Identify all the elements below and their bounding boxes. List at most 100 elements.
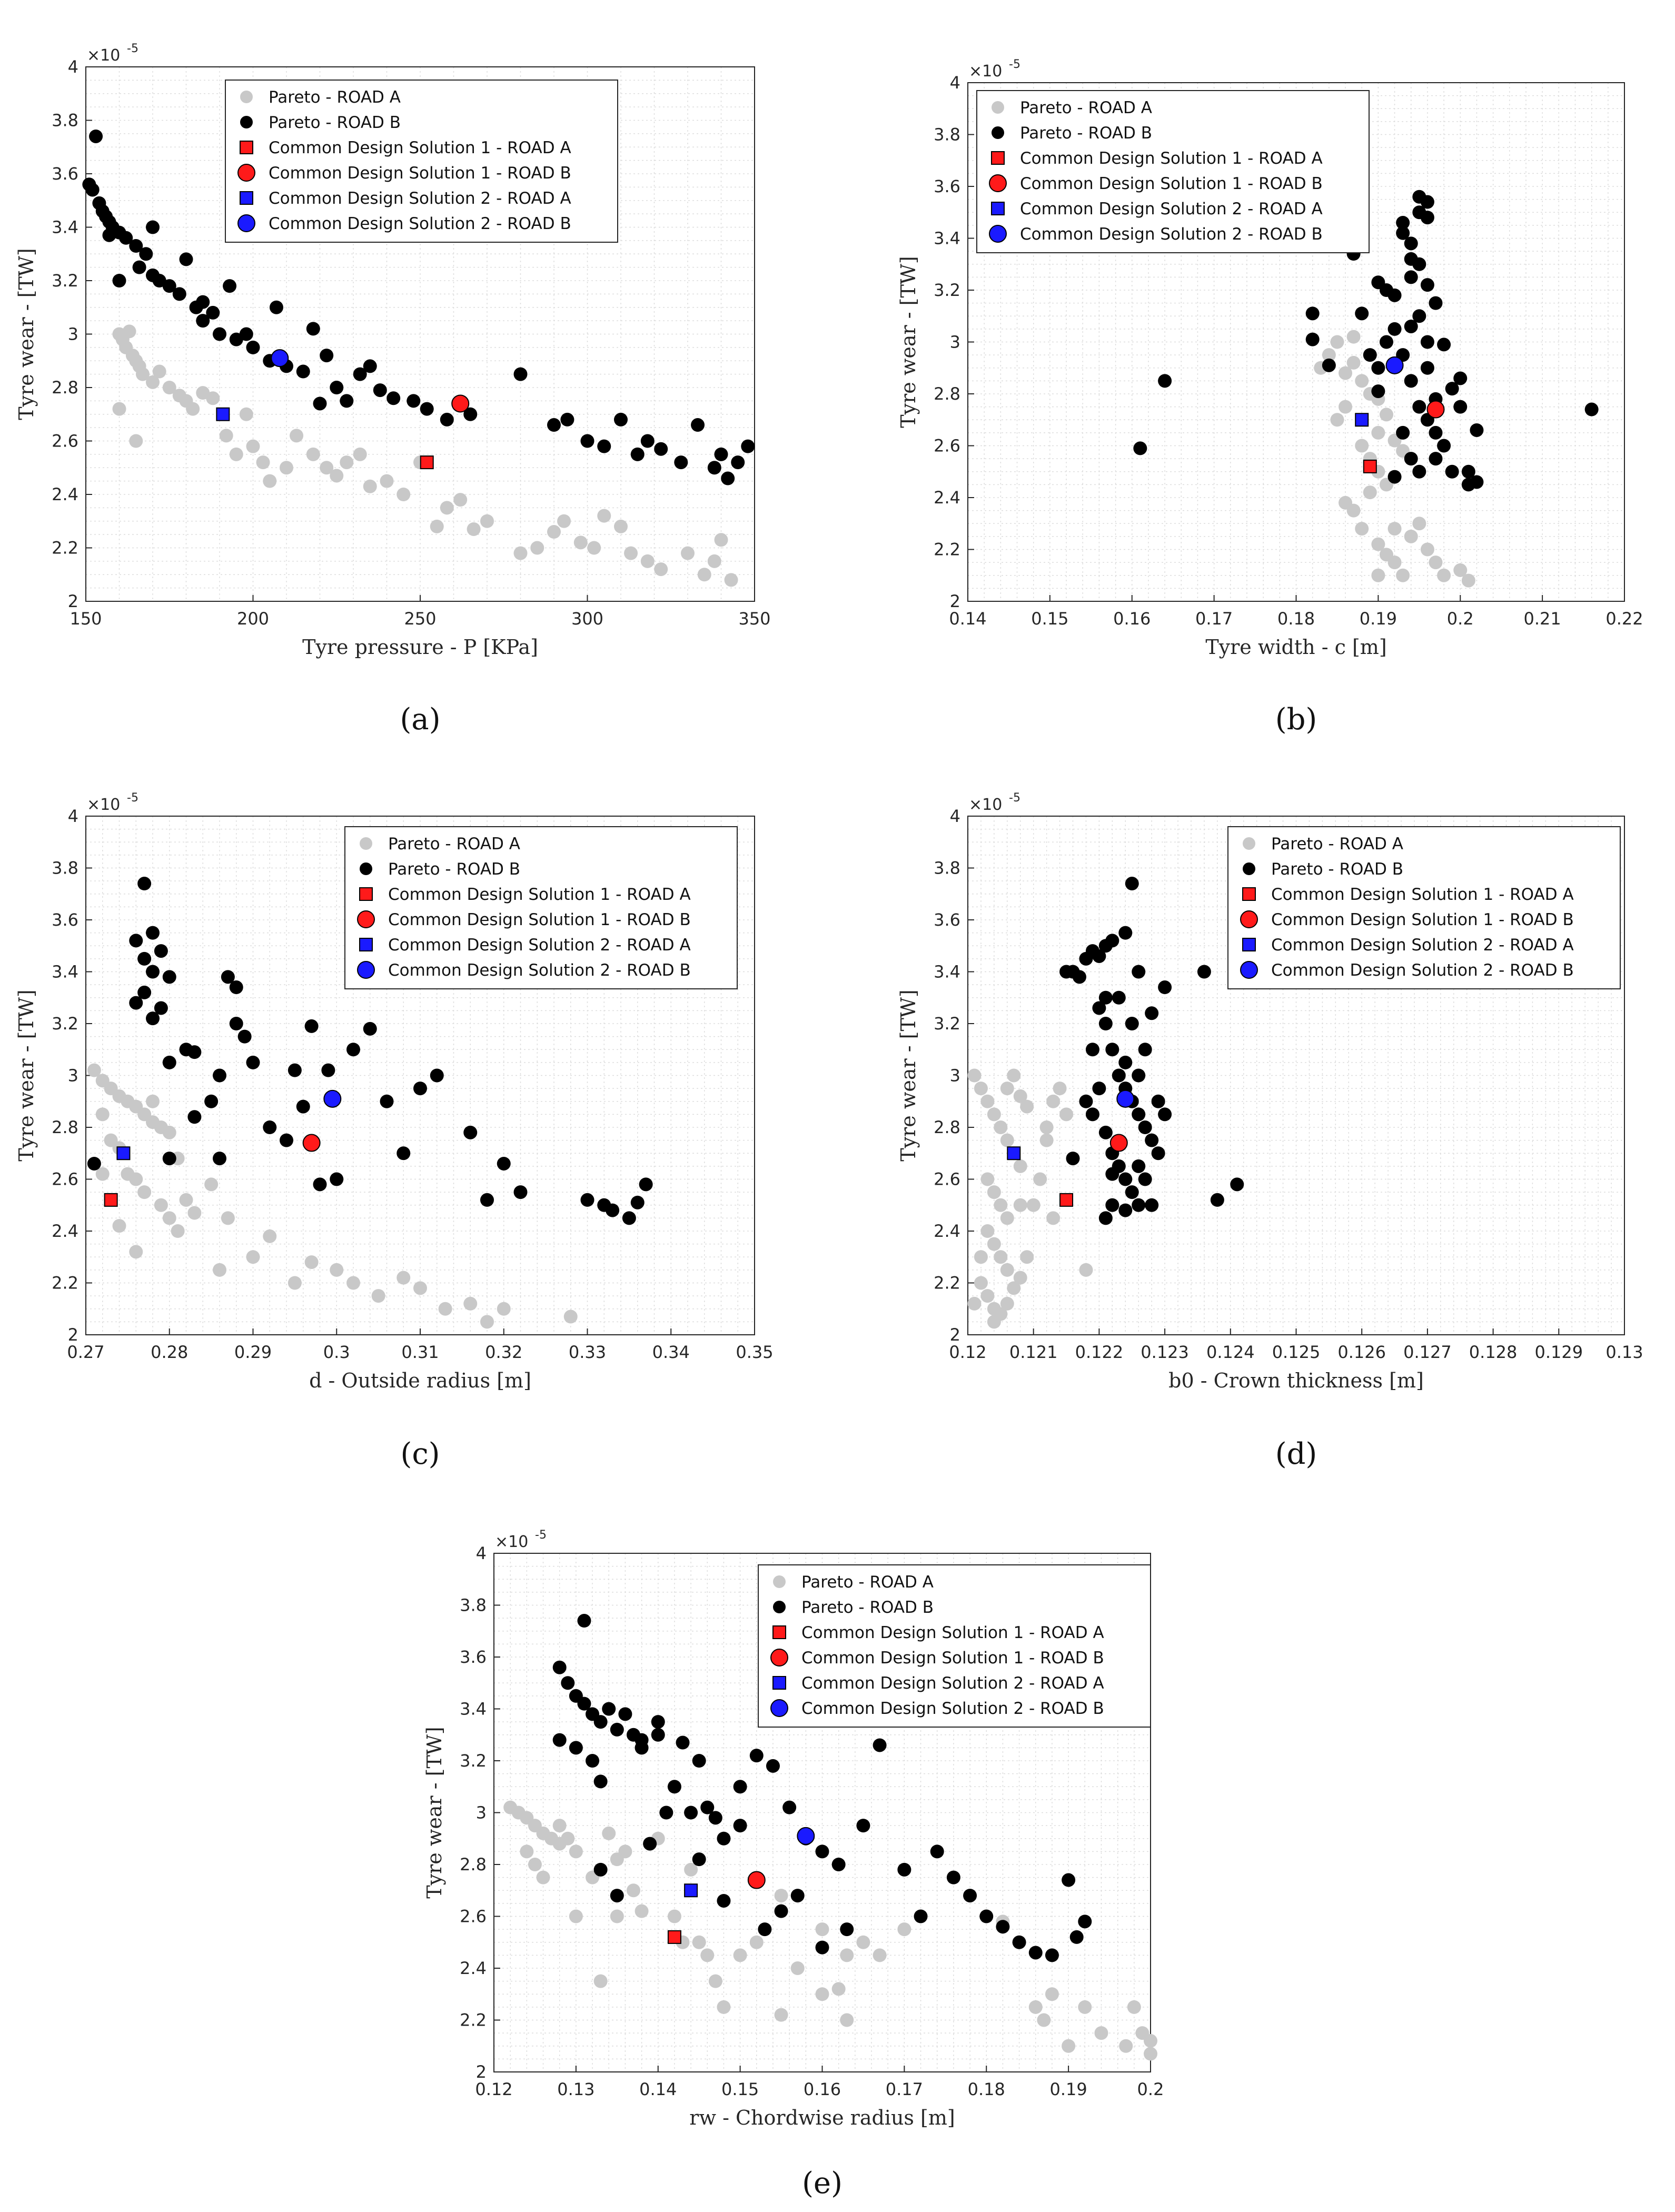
point-road-b <box>102 228 116 242</box>
point-road-b <box>1105 1198 1119 1212</box>
point-road-b <box>692 1852 706 1867</box>
y-tick-label: 3.4 <box>52 217 78 237</box>
point-road-b <box>206 305 220 320</box>
point-road-b <box>1105 934 1119 948</box>
point-road-b <box>313 1177 327 1192</box>
point-road-a <box>697 568 711 582</box>
point-road-a <box>1039 1133 1054 1147</box>
y-axis-label: Tyre wear - [TW] <box>897 256 920 428</box>
point-road-a <box>1000 1082 1014 1096</box>
y-tick-label: 2.4 <box>934 1221 960 1241</box>
series-cds2-road-b-marker <box>1116 1089 1135 1108</box>
legend-label: Common Design Solution 1 - ROAD B <box>801 1649 1104 1668</box>
point-road-b <box>782 1800 797 1814</box>
point-road-a <box>1000 1211 1014 1225</box>
point-road-b <box>246 1055 260 1069</box>
point-road-a <box>707 554 721 568</box>
point-road-b <box>684 1806 698 1820</box>
point-road-b <box>1092 1001 1106 1015</box>
legend-label: Pareto - ROAD B <box>388 860 520 879</box>
point-road-b <box>873 1738 887 1752</box>
point-road-a <box>1037 2013 1051 2027</box>
point-road-b <box>610 1889 624 1903</box>
y-tick-label: 3 <box>950 332 960 352</box>
point-road-b <box>1132 965 1146 979</box>
point-road-a <box>146 1094 160 1108</box>
cds2-road-a-marker <box>1355 413 1369 427</box>
panel-label: (e) <box>802 2166 843 2200</box>
y-tick-label: 3.4 <box>934 962 960 982</box>
point-road-b <box>1437 439 1451 453</box>
y-tick-label: 3.6 <box>52 164 78 184</box>
point-road-a <box>1371 568 1385 582</box>
point-road-b <box>154 1001 168 1015</box>
point-road-a <box>122 324 136 339</box>
legend-marker-cds1-road-a <box>991 151 1005 165</box>
point-road-a <box>1000 1263 1014 1277</box>
x-axis-label: Tyre width - c [m] <box>1205 636 1386 659</box>
point-road-b <box>497 1156 511 1171</box>
point-road-b <box>239 327 253 341</box>
point-road-a <box>1429 556 1443 570</box>
cds2-road-b-marker <box>323 1089 342 1108</box>
series-cds2-road-a-marker <box>116 1146 131 1160</box>
series-point-road-b <box>1133 190 1599 492</box>
point-road-a <box>724 573 738 587</box>
point-road-a <box>1339 495 1353 510</box>
y-tick-label: 3.2 <box>52 271 78 291</box>
point-road-b <box>1379 335 1393 349</box>
point-road-b <box>676 1735 690 1750</box>
point-road-a <box>733 1948 747 1962</box>
point-road-b <box>1412 464 1426 479</box>
point-road-a <box>530 541 544 555</box>
point-road-b <box>407 394 421 408</box>
y-tick-label: 4 <box>950 806 960 826</box>
point-road-a <box>640 554 655 568</box>
y-tick-label: 2 <box>68 1325 78 1345</box>
point-road-b <box>129 996 143 1010</box>
point-road-a <box>987 1185 1001 1199</box>
point-road-a <box>1144 2047 1157 2061</box>
x-tick-label: 0.27 <box>67 1342 104 1362</box>
point-road-b <box>1145 1198 1159 1212</box>
point-road-b <box>1470 423 1484 437</box>
y-tick-label: 3.4 <box>52 962 78 982</box>
panel-label: (d) <box>1275 1437 1317 1471</box>
x-axis-label: Tyre pressure - P [KPa] <box>302 636 538 659</box>
point-road-b <box>1429 452 1443 466</box>
legend-label: Common Design Solution 1 - ROAD A <box>388 885 691 904</box>
point-road-a <box>146 375 160 389</box>
y-exponent-label: ×10 <box>969 62 1002 81</box>
point-road-b <box>420 402 434 416</box>
point-road-b <box>1158 980 1172 995</box>
x-tick-label: 0.126 <box>1337 1342 1386 1362</box>
cds2-road-b-marker <box>271 349 289 368</box>
y-tick-label: 3.4 <box>934 229 960 249</box>
point-road-a <box>714 533 728 547</box>
point-road-b <box>840 1922 854 1937</box>
y-tick-label: 2 <box>476 2062 487 2082</box>
y-tick-label: 2.6 <box>460 1907 487 1927</box>
point-road-a <box>563 1310 578 1324</box>
point-road-b <box>618 1707 632 1721</box>
point-road-b <box>897 1862 911 1877</box>
point-road-b <box>196 314 210 328</box>
point-road-a <box>453 493 468 507</box>
x-tick-label: 0.121 <box>1009 1342 1058 1362</box>
cds2-road-b-marker <box>1116 1089 1135 1108</box>
point-road-b <box>1125 1017 1139 1030</box>
panel-label: (a) <box>400 702 440 737</box>
x-axis-label: b0 - Crown thickness [m] <box>1168 1369 1424 1392</box>
point-road-a <box>1020 1250 1034 1264</box>
point-road-b <box>1138 1120 1152 1134</box>
y-tick-label: 2.4 <box>460 1958 487 1978</box>
y-tick-label: 3.8 <box>460 1595 487 1615</box>
series-cds2-road-a-marker <box>1355 413 1369 427</box>
point-road-b <box>1470 475 1484 489</box>
point-road-a <box>306 447 320 461</box>
series-cds1-road-a-marker <box>104 1193 118 1207</box>
point-road-b <box>708 1811 722 1825</box>
x-tick-label: 0.31 <box>401 1342 439 1362</box>
cds1-road-a-marker <box>104 1193 118 1207</box>
point-road-a <box>557 514 571 528</box>
